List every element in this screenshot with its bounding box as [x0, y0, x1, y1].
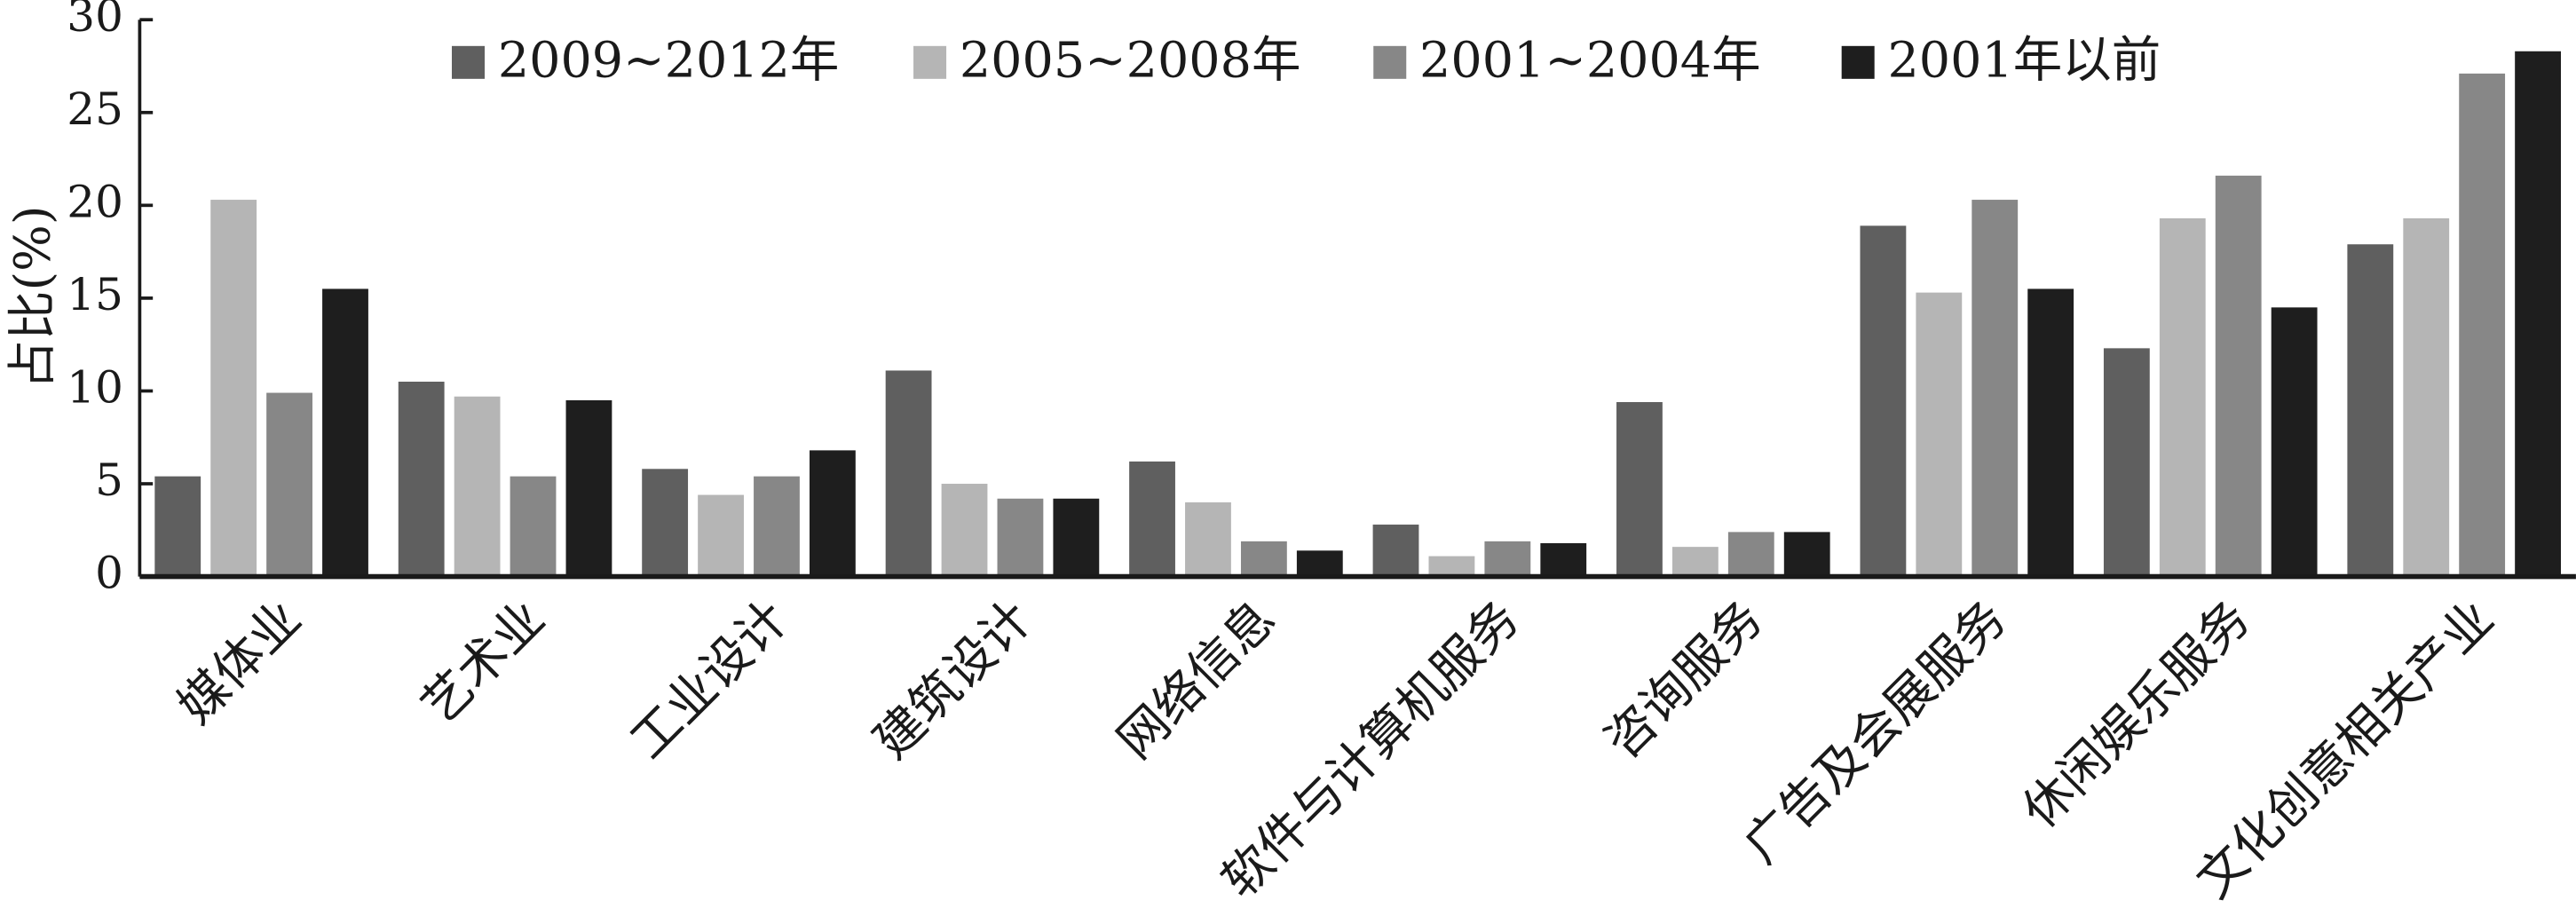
y-tick-label: 10	[67, 361, 123, 413]
bar	[1783, 532, 1830, 577]
bar	[1240, 541, 1287, 577]
bar	[2459, 73, 2506, 577]
bar	[210, 200, 257, 577]
y-tick-label: 20	[67, 176, 123, 227]
bar	[698, 494, 744, 577]
bar	[1296, 550, 1343, 577]
x-tick-label: 网络信息	[1107, 589, 1287, 770]
y-tick-label: 30	[67, 0, 123, 42]
bar	[2159, 217, 2206, 577]
bar	[941, 484, 988, 577]
bar	[754, 476, 800, 577]
bar	[997, 498, 1044, 577]
x-tick-label: 媒体业	[167, 589, 312, 735]
bar	[2103, 348, 2150, 577]
y-tick-label: 5	[95, 454, 123, 506]
x-tick-label: 咨询服务	[1594, 589, 1774, 770]
bar	[1671, 547, 1719, 577]
legend-label: 2001年以前	[1887, 32, 2161, 90]
legend-swatch	[452, 45, 486, 79]
bar	[1727, 532, 1774, 577]
bar	[2403, 217, 2450, 577]
y-tick-label: 0	[95, 548, 123, 599]
bar	[1860, 225, 1907, 577]
bar	[565, 399, 612, 577]
bar	[642, 469, 689, 577]
bar	[2027, 288, 2074, 577]
bar	[1916, 292, 1963, 577]
bar	[1428, 556, 1475, 577]
legend-swatch	[1841, 45, 1875, 79]
legend-swatch	[1373, 45, 1407, 79]
x-tick-label: 广告及会展服务	[1733, 589, 2018, 874]
bar	[1972, 200, 2019, 577]
bar	[322, 288, 368, 577]
bar	[885, 370, 932, 577]
bar	[2347, 244, 2394, 577]
bar	[1372, 525, 1419, 577]
bar	[510, 476, 557, 577]
bar	[1185, 501, 1231, 577]
bar	[398, 382, 445, 577]
bar	[266, 392, 312, 577]
y-tick-label: 15	[67, 269, 123, 320]
y-axis-label: 占比(%)	[4, 205, 61, 389]
legend-label: 2005~2008年	[960, 32, 1301, 90]
legend-label: 2001~2004年	[1419, 32, 1761, 90]
bar	[2271, 307, 2318, 577]
bar	[154, 476, 201, 577]
x-tick-label: 建筑设计	[863, 589, 1043, 770]
bar	[1129, 461, 1175, 577]
legend-label: 2009~2012年	[498, 32, 840, 90]
bar	[1616, 402, 1663, 577]
bar	[2515, 51, 2561, 577]
bar	[1053, 498, 1100, 577]
bar	[454, 396, 501, 577]
x-tick-label: 工业设计	[620, 589, 800, 770]
bar	[1484, 541, 1531, 577]
bar	[809, 450, 856, 577]
x-tick-label: 休闲娱乐服务	[2011, 589, 2261, 839]
x-tick-label: 艺术业	[411, 589, 557, 735]
legend-swatch	[913, 45, 947, 79]
bar	[2215, 175, 2262, 577]
bar	[1540, 542, 1587, 577]
y-tick-label: 25	[67, 83, 123, 135]
